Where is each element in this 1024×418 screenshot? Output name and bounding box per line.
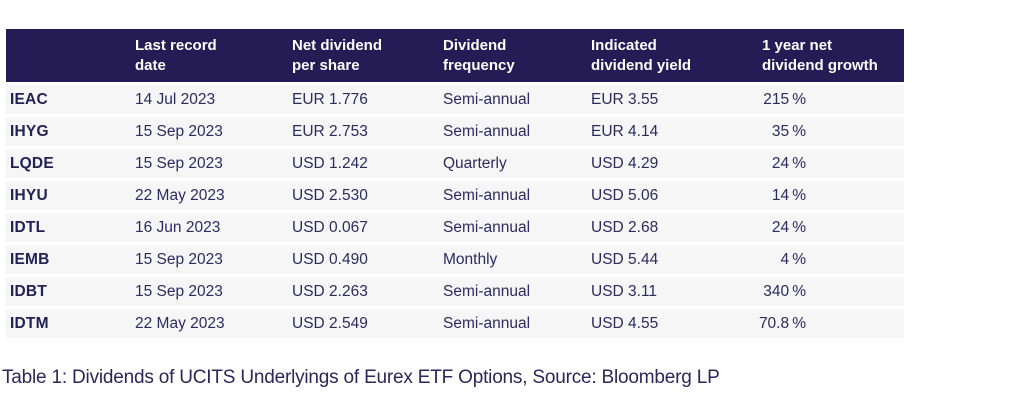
table-row-ihyg: IHYG 15 Sep 2023 EUR 2.753 Semi-annual E… — [6, 117, 904, 146]
net-dividend-per-share-cell: EUR 1.776 — [292, 90, 368, 108]
net-dividend-per-share-cell: USD 1.242 — [292, 154, 368, 172]
last-record-date-cell: 15 Sep 2023 — [135, 250, 223, 268]
ticker-cell: IDTL — [10, 218, 46, 236]
ticker-cell: IDBT — [10, 282, 47, 300]
header-dividend-frequency: Dividend frequency — [443, 36, 515, 74]
indicated-dividend-yield-cell: USD 5.44 — [591, 250, 659, 268]
dividend-frequency-cell: Semi-annual — [443, 90, 531, 108]
header-last-record-date: Last record date — [135, 36, 217, 74]
dividend-growth-cell: 14 % — [771, 186, 806, 204]
dividend-frequency-cell: Semi-annual — [443, 122, 531, 140]
dividends-table: Last record date Net dividend per share … — [6, 29, 904, 338]
table-row-idbt: IDBT 15 Sep 2023 USD 2.263 Semi-annual U… — [6, 277, 904, 306]
last-record-date-cell: 15 Sep 2023 — [135, 122, 223, 140]
dividend-growth-cell: 24 % — [771, 218, 806, 236]
dividend-growth-cell: 24 % — [771, 154, 806, 172]
dividend-frequency-cell: Semi-annual — [443, 314, 531, 332]
indicated-dividend-yield-cell: USD 3.11 — [591, 282, 658, 300]
ticker-cell: IEMB — [10, 250, 50, 268]
dividend-frequency-cell: Semi-annual — [443, 186, 531, 204]
dividend-growth-cell: 35 % — [771, 122, 806, 140]
net-dividend-per-share-cell: USD 0.490 — [292, 250, 368, 268]
table-caption: Table 1: Dividends of UCITS Underlyings … — [2, 367, 720, 388]
net-dividend-per-share-cell: EUR 2.753 — [292, 122, 368, 140]
table-row-ieac: IEAC 14 Jul 2023 EUR 1.776 Semi-annual E… — [6, 85, 904, 114]
table-row-ihyu: IHYU 22 May 2023 USD 2.530 Semi-annual U… — [6, 181, 904, 210]
last-record-date-cell: 14 Jul 2023 — [135, 90, 216, 108]
table-row-idtm: IDTM 22 May 2023 USD 2.549 Semi-annual U… — [6, 309, 904, 338]
dividend-growth-cell: 340 % — [763, 282, 806, 300]
dividend-frequency-cell: Monthly — [443, 250, 498, 268]
dividend-frequency-cell: Semi-annual — [443, 282, 531, 300]
table-row-idtl: IDTL 16 Jun 2023 USD 0.067 Semi-annual U… — [6, 213, 904, 242]
header-1-year-net-dividend-growth: 1 year net dividend growth — [762, 36, 878, 74]
net-dividend-per-share-cell: USD 0.067 — [292, 218, 368, 236]
ticker-cell: LQDE — [10, 154, 54, 172]
table-row-iemb: IEMB 15 Sep 2023 USD 0.490 Monthly USD 5… — [6, 245, 904, 274]
table-row-lqde: LQDE 15 Sep 2023 USD 1.242 Quarterly USD… — [6, 149, 904, 178]
last-record-date-cell: 22 May 2023 — [135, 314, 225, 332]
indicated-dividend-yield-cell: EUR 3.55 — [591, 90, 659, 108]
ticker-cell: IHYG — [10, 122, 49, 140]
net-dividend-per-share-cell: USD 2.549 — [292, 314, 368, 332]
indicated-dividend-yield-cell: USD 4.55 — [591, 314, 659, 332]
ticker-cell: IEAC — [10, 90, 48, 108]
indicated-dividend-yield-cell: USD 5.06 — [591, 186, 659, 204]
dividend-frequency-cell: Semi-annual — [443, 218, 531, 236]
ticker-cell: IHYU — [10, 186, 48, 204]
indicated-dividend-yield-cell: EUR 4.14 — [591, 122, 659, 140]
net-dividend-per-share-cell: USD 2.263 — [292, 282, 368, 300]
indicated-dividend-yield-cell: USD 2.68 — [591, 218, 659, 236]
dividend-growth-cell: 215 % — [763, 90, 806, 108]
last-record-date-cell: 22 May 2023 — [135, 186, 225, 204]
dividend-growth-cell: 4 % — [780, 250, 806, 268]
last-record-date-cell: 15 Sep 2023 — [135, 282, 223, 300]
dividend-frequency-cell: Quarterly — [443, 154, 507, 172]
header-indicated-dividend-yield: Indicated dividend yield — [591, 36, 692, 74]
ticker-cell: IDTM — [10, 314, 49, 332]
last-record-date-cell: 15 Sep 2023 — [135, 154, 223, 172]
indicated-dividend-yield-cell: USD 4.29 — [591, 154, 659, 172]
dividend-growth-cell: 70.8 % — [758, 314, 806, 332]
net-dividend-per-share-cell: USD 2.530 — [292, 186, 368, 204]
last-record-date-cell: 16 Jun 2023 — [135, 218, 221, 236]
header-net-dividend-per-share: Net dividend per share — [292, 36, 383, 74]
table-header-row: Last record date Net dividend per share … — [6, 29, 904, 82]
